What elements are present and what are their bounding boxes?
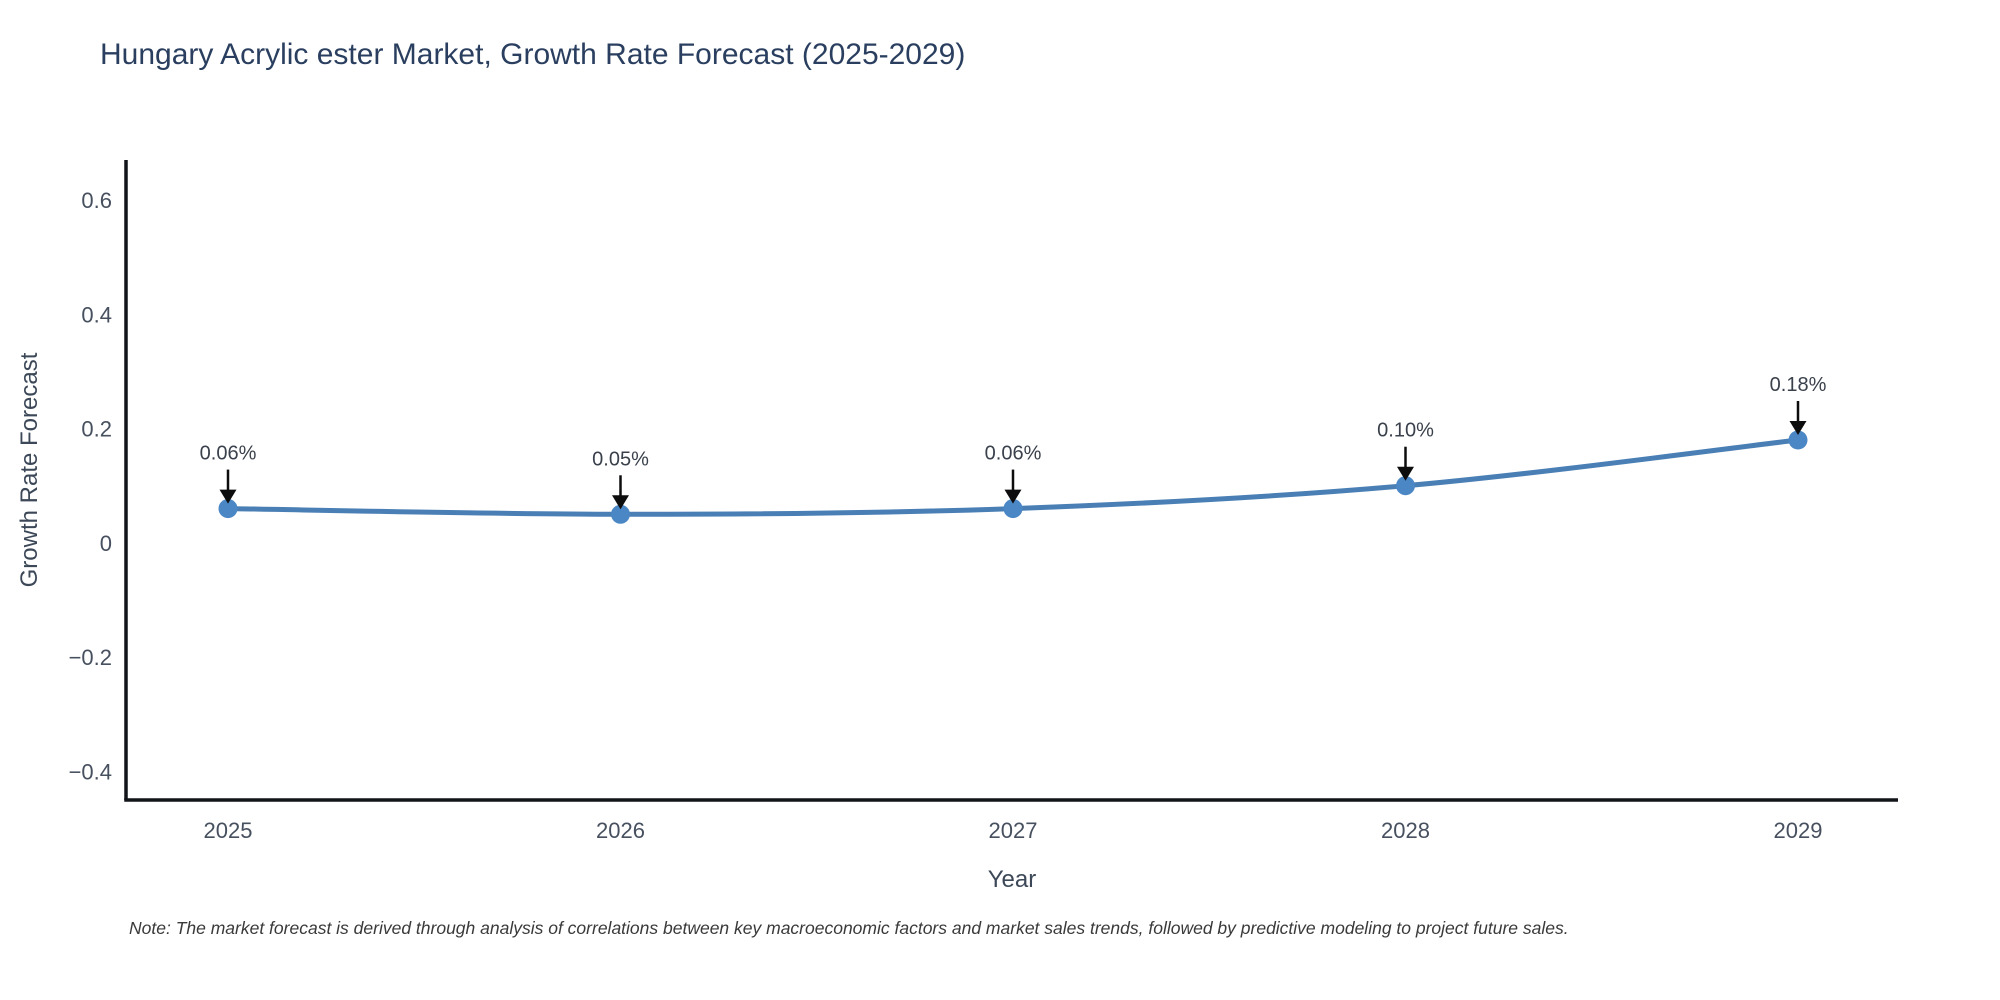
y-tick-label: −0.4 [69, 759, 112, 784]
chart-title: Hungary Acrylic ester Market, Growth Rat… [100, 38, 966, 71]
annotation-arrowhead-icon [612, 495, 629, 510]
data-point-marker [611, 504, 630, 524]
data-point-marker [1003, 499, 1023, 519]
x-axis-title: Year [987, 866, 1037, 893]
annotation-label: 0.10% [1377, 420, 1434, 442]
y-tick-label: 0.2 [81, 417, 112, 442]
y-tick-label: 0.6 [81, 188, 112, 213]
y-tick-label: 0.4 [81, 302, 112, 327]
x-tick-label: 2025 [204, 818, 253, 843]
annotation-label: 0.18% [1770, 374, 1827, 396]
data-point-marker [1396, 476, 1415, 496]
x-tick-label: 2028 [1381, 818, 1430, 843]
annotation-arrowhead-icon [219, 489, 237, 504]
x-tick-label: 2027 [989, 818, 1038, 843]
annotation-label: 0.06% [985, 443, 1042, 465]
data-point-marker [218, 499, 238, 519]
annotation-arrowhead-icon [1397, 466, 1414, 481]
y-tick-label: −0.2 [69, 645, 112, 670]
x-tick-label: 2029 [1774, 818, 1823, 843]
annotation-label: 0.05% [592, 448, 649, 470]
annotation-arrowhead-icon [1789, 421, 1807, 435]
annotation-arrowhead-icon [1004, 489, 1022, 504]
annotation-label: 0.06% [200, 443, 257, 465]
footnote: Note: The market forecast is derived thr… [129, 918, 1569, 938]
y-tick-label: 0 [100, 531, 112, 556]
data-point-marker [1788, 430, 1808, 450]
x-tick-label: 2026 [596, 818, 645, 843]
